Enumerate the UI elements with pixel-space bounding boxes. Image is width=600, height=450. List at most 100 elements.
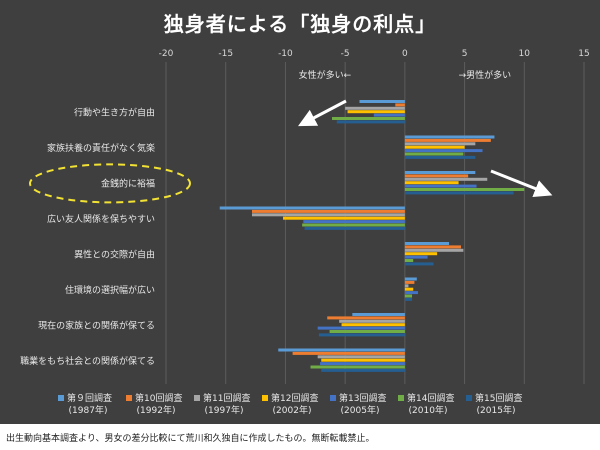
- bar: [302, 223, 405, 227]
- bar: [347, 110, 405, 114]
- bar: [251, 209, 405, 213]
- legend-swatch: [398, 395, 404, 401]
- legend-year: (1992年): [137, 404, 176, 416]
- bar-chart: -20 -15 -10 -5 0 5 10 15 女性が多い← →男性が多い行動や生き方が自由家族…: [20, 49, 590, 416]
- bar: [404, 280, 415, 284]
- annotation-male-more: →男性が多い: [459, 69, 512, 81]
- bar: [251, 213, 405, 217]
- legend-swatch: [330, 395, 336, 401]
- legend-label: 第14回調査: [407, 392, 454, 404]
- bar: [404, 181, 459, 185]
- arrow-right-icon: [490, 169, 553, 198]
- source-note: 出生動向基本調査より、男女の差分比較にて荒川和久独自に作成したもの。無断転載禁止…: [6, 434, 375, 444]
- bar: [373, 113, 405, 117]
- bar: [341, 323, 405, 327]
- highlight-ellipse: [29, 163, 191, 204]
- legend-swatch: [58, 395, 64, 401]
- bar: [320, 362, 405, 366]
- legend-year: (2010年): [409, 404, 448, 416]
- bar: [219, 206, 405, 210]
- bar: [404, 248, 464, 252]
- bar: [404, 155, 476, 159]
- category-label: 金銭的に裕福: [101, 177, 155, 189]
- bar: [283, 216, 405, 220]
- bar: [345, 106, 405, 110]
- bar: [404, 177, 488, 181]
- bar: [404, 174, 469, 178]
- x-tick-label: -5: [341, 49, 350, 59]
- arrow-left-icon: [298, 99, 347, 127]
- legend-year: (2002年): [273, 404, 312, 416]
- bar: [318, 333, 405, 337]
- x-tick-label: -20: [159, 49, 174, 59]
- bar: [317, 355, 405, 359]
- bar: [404, 171, 476, 174]
- bar: [339, 319, 405, 323]
- bar: [310, 365, 405, 369]
- bar: [404, 294, 413, 298]
- legend-year: (1997年): [205, 404, 244, 416]
- bar: [404, 252, 438, 256]
- bar: [404, 135, 495, 139]
- legend-label: 第12回調査: [271, 392, 318, 404]
- bar: [404, 149, 483, 153]
- bar: [404, 297, 413, 301]
- x-tick-label: 5: [462, 49, 468, 59]
- bar: [304, 226, 405, 230]
- x-tick-label: 15: [578, 49, 589, 59]
- category-label: 行動や生き方が自由: [74, 106, 155, 118]
- bar: [404, 145, 465, 149]
- x-tick-label: 10: [519, 49, 531, 59]
- bar: [404, 245, 461, 249]
- category-label: 現在の家族との関係が保てる: [38, 319, 155, 331]
- bar: [404, 138, 491, 142]
- category-label: 職業をもち社会との関係が保てる: [20, 355, 155, 367]
- x-tick-label: 0: [402, 49, 408, 59]
- bar: [359, 100, 405, 103]
- chart-title: 独身者による「独身の利点」: [163, 12, 437, 36]
- legend-swatch: [466, 395, 472, 401]
- bar: [404, 259, 414, 262]
- legend-label: 第13回調査: [339, 392, 386, 404]
- bar: [352, 313, 405, 316]
- bar: [336, 120, 405, 124]
- bar: [317, 326, 405, 330]
- bar: [404, 188, 525, 191]
- legend-label: 第11回調査: [203, 392, 250, 404]
- bar: [332, 117, 405, 120]
- bar: [321, 368, 405, 372]
- bar: [292, 351, 405, 355]
- bar: [404, 184, 477, 188]
- bar: [404, 262, 434, 266]
- bar: [278, 348, 405, 352]
- x-tick-label: -15: [218, 49, 233, 59]
- legend-swatch: [126, 395, 132, 401]
- bar: [404, 284, 409, 288]
- bar: [327, 316, 405, 320]
- legend-swatch: [194, 395, 200, 401]
- bar: [404, 191, 514, 195]
- bar: [303, 220, 405, 224]
- bar: [404, 255, 428, 259]
- bar: [404, 287, 414, 291]
- legend-label: 第９回調査: [67, 392, 112, 404]
- legend-label: 第15回調査: [475, 392, 522, 404]
- legend-year: (2015年): [477, 404, 516, 416]
- bar: [404, 142, 476, 146]
- category-label: 住環境の選択幅が広い: [65, 284, 155, 296]
- bar: [329, 330, 405, 333]
- category-label: 家族扶養の責任がなく気楽: [47, 142, 155, 154]
- bar: [404, 277, 417, 281]
- legend-year: (1987年): [69, 404, 108, 416]
- category-label: 異性との交際が自由: [74, 248, 155, 260]
- bar: [404, 242, 450, 245]
- bar: [404, 291, 418, 295]
- bar: [395, 103, 405, 107]
- legend-swatch: [262, 395, 268, 401]
- bar: [321, 358, 405, 362]
- bar: [404, 152, 464, 156]
- legend-year: (2005年): [341, 404, 380, 416]
- legend-label: 第10回調査: [135, 392, 182, 404]
- category-label: 広い友人関係を保ちやすい: [47, 213, 155, 225]
- annotation-female-more: 女性が多い←: [299, 69, 352, 81]
